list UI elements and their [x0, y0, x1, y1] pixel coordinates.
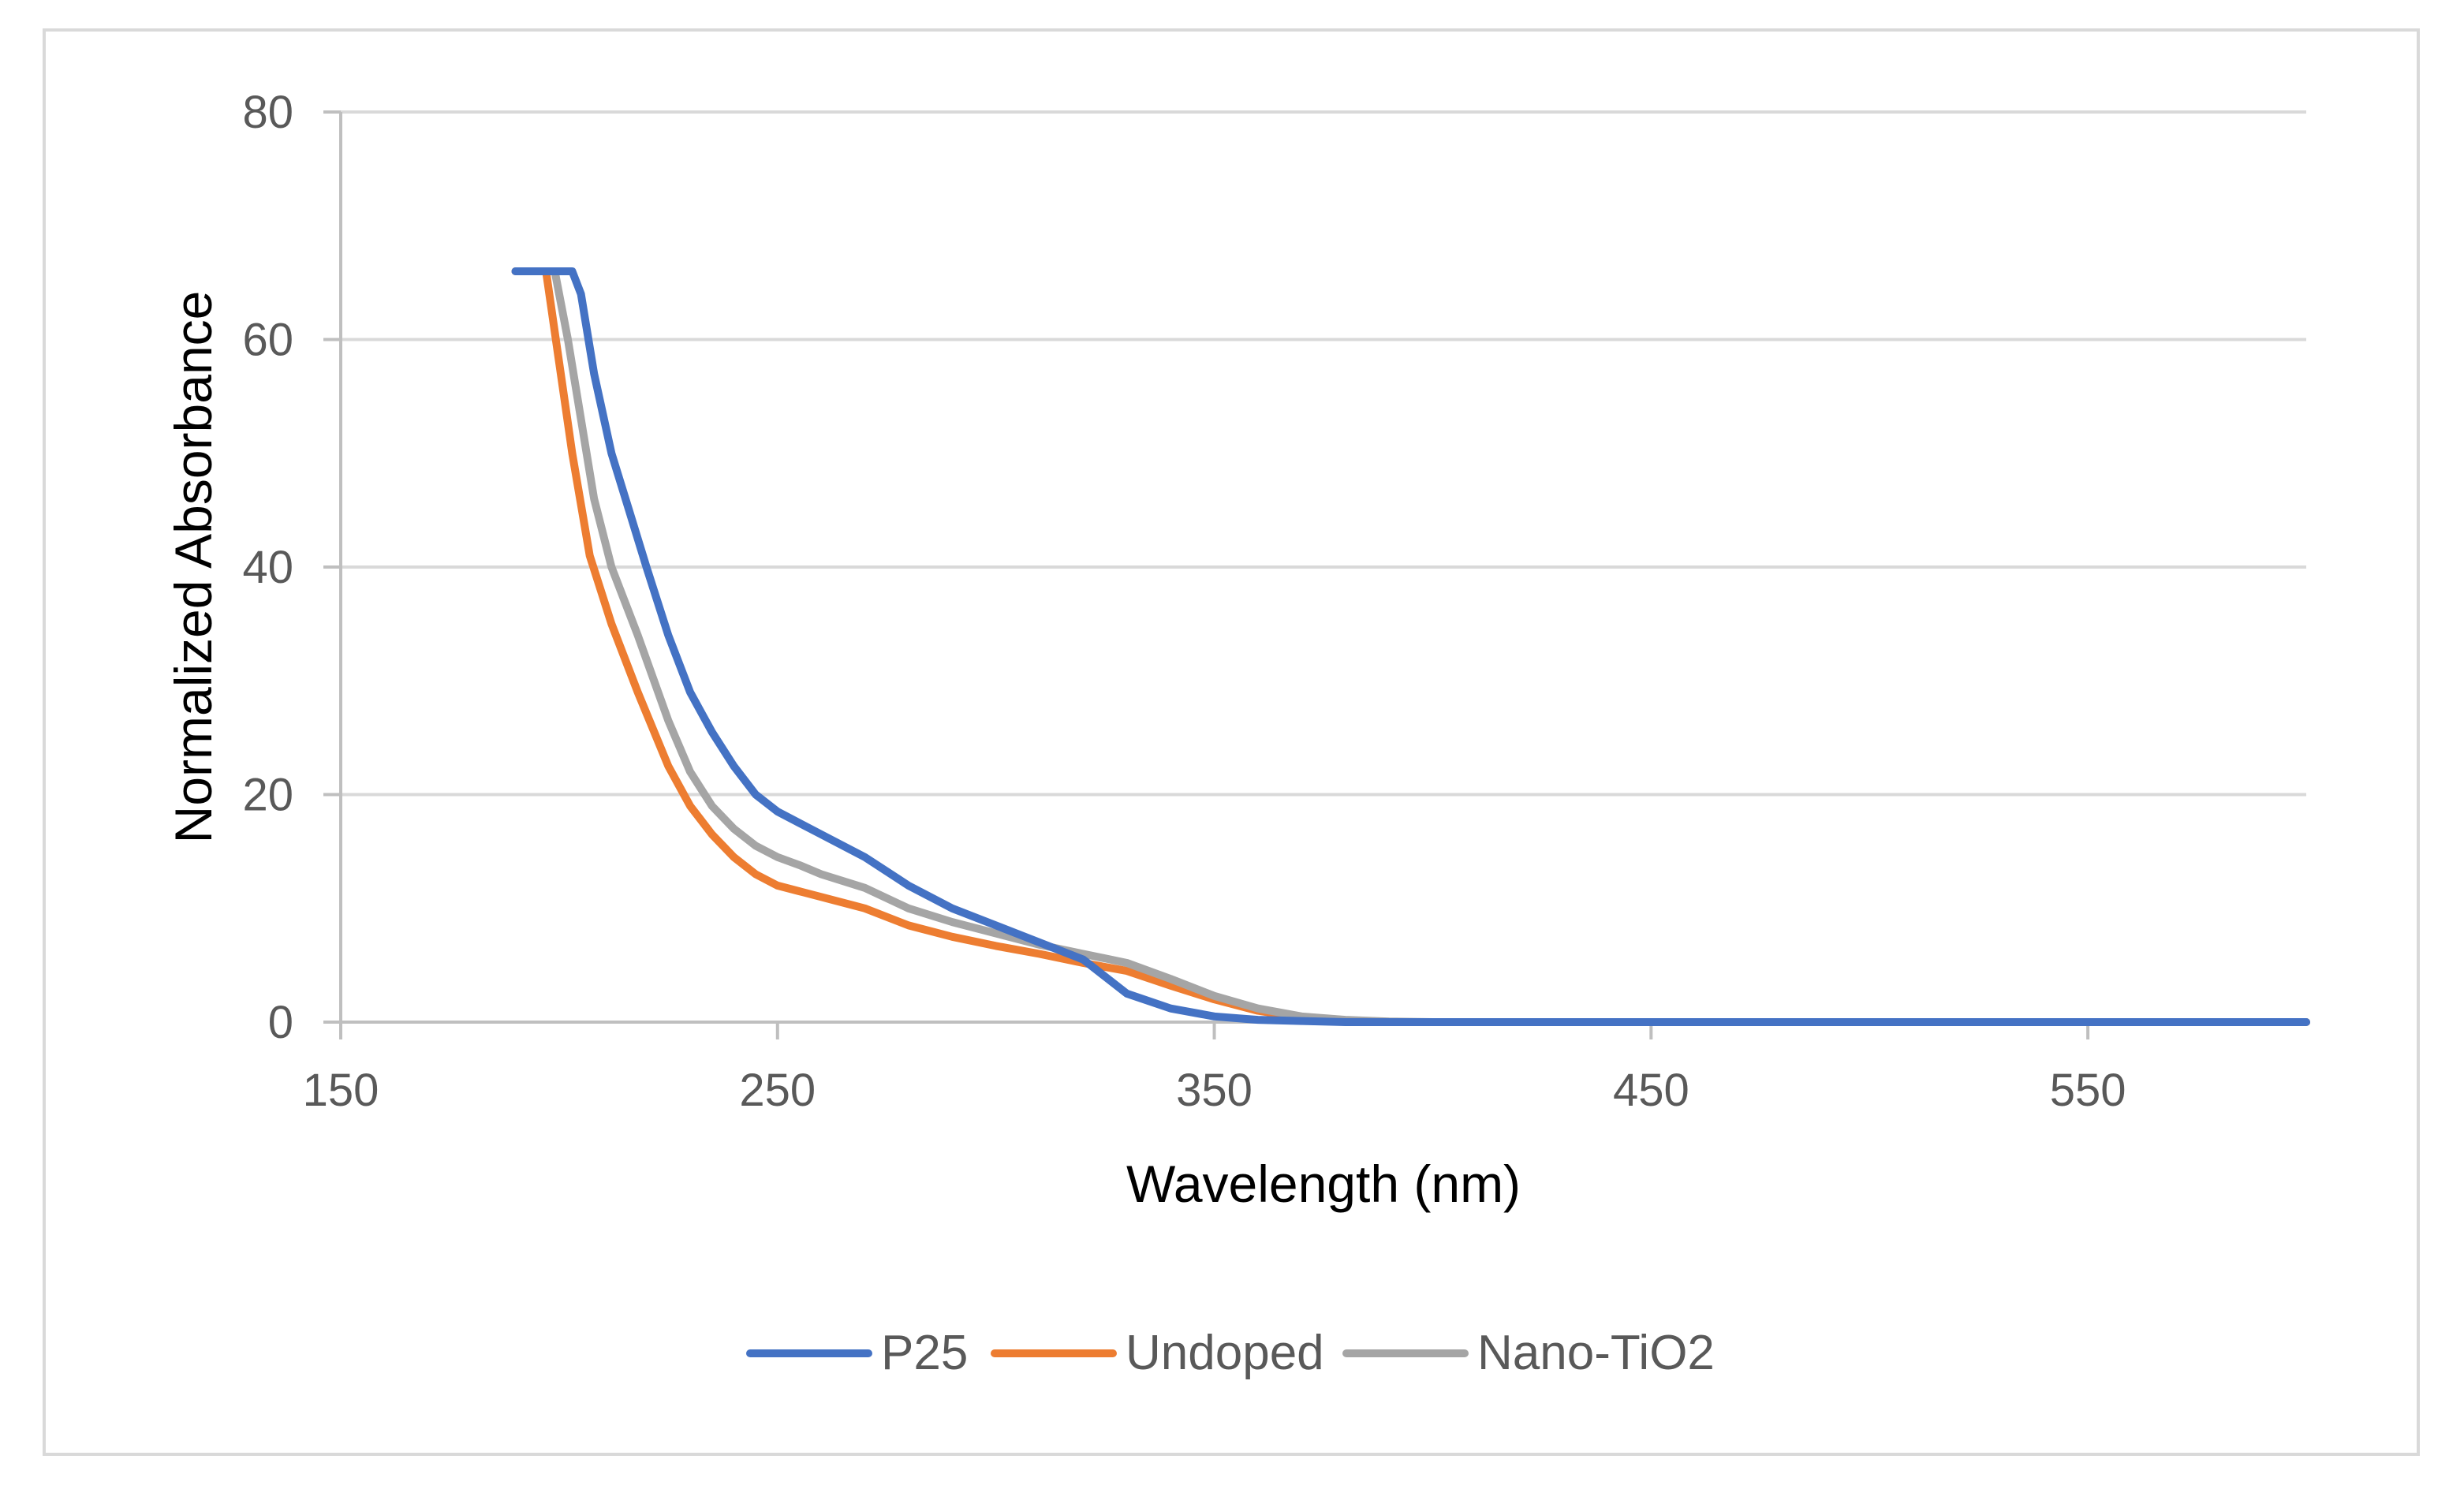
axes [323, 110, 2306, 1039]
series-line-nano-tio2 [511, 267, 2310, 1026]
gridlines [341, 110, 2306, 797]
y-tick-label-80: 80 [242, 87, 293, 138]
chart-frame: 0 20 40 60 80 150 250 350 450 550 Wavelength (nm)… [43, 28, 2420, 1456]
line-chart: 0 20 40 60 80 150 250 350 450 550 Wavelength (nm)… [164, 87, 2310, 1380]
x-tick-label-450: 450 [1613, 1065, 1689, 1116]
x-tick-label-150: 150 [303, 1065, 379, 1116]
tick-labels: 0 20 40 60 80 150 250 350 450 550 [242, 87, 2126, 1116]
legend: P25 Undoped Nano-TiO2 [746, 1326, 1715, 1380]
y-tick-label-20: 20 [242, 770, 293, 821]
x-axis-title: Wavelength (nm) [1126, 1155, 1521, 1213]
y-tick-label-0: 0 [268, 997, 293, 1048]
x-tick-label-250: 250 [739, 1065, 816, 1116]
legend-label-p25: P25 [881, 1326, 968, 1380]
legend-label-nano-tio2: Nano-TiO2 [1477, 1326, 1715, 1380]
y-tick-label-60: 60 [242, 315, 293, 366]
y-tick-label-40: 40 [242, 542, 293, 593]
legend-label-undoped: Undoped [1126, 1326, 1324, 1380]
series-line-p25 [511, 267, 2310, 1026]
y-axis-title: Normalized Absorbance [164, 291, 222, 844]
series-lines [511, 267, 2310, 1026]
x-tick-label-350: 350 [1176, 1065, 1253, 1116]
x-tick-label-550: 550 [2050, 1065, 2126, 1116]
series-line-undoped [511, 267, 2310, 1026]
